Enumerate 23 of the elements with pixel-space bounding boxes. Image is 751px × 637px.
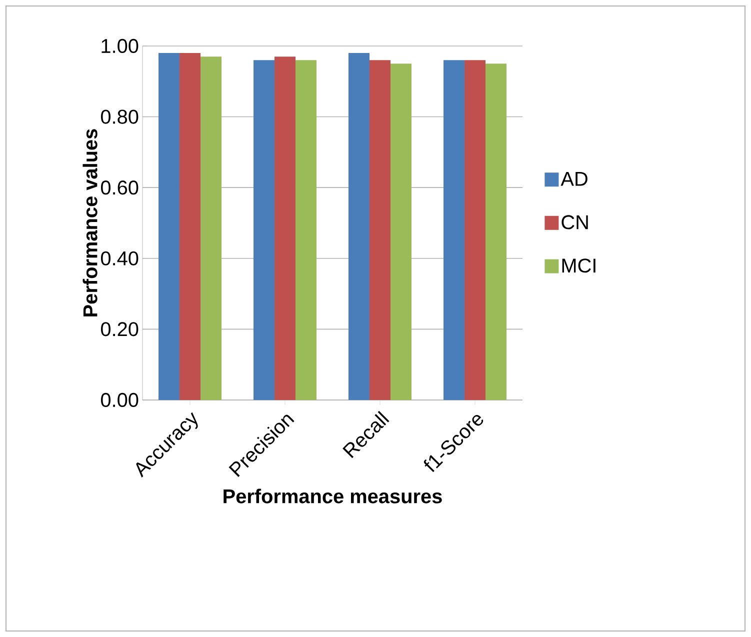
x-axis-title: Performance measures — [224, 488, 442, 504]
y-tick-label: 0.40 — [100, 251, 138, 266]
bar — [390, 64, 412, 400]
bar — [348, 53, 370, 400]
legend-label: CN — [562, 215, 588, 230]
bar — [296, 60, 317, 400]
y-tick-label: 0.00 — [100, 392, 138, 408]
legend-label: AD — [560, 172, 588, 186]
bar — [370, 60, 391, 400]
bar — [486, 64, 507, 400]
bar — [158, 53, 180, 400]
y-tick-label: 0.80 — [100, 110, 138, 124]
y-tick-label: 0.20 — [100, 322, 138, 336]
legend-label: MCI — [562, 258, 596, 273]
bar — [200, 56, 222, 400]
bar — [444, 60, 465, 400]
y-tick-label: 0.60 — [100, 180, 138, 195]
y-tick-label: 1.00 — [102, 38, 138, 54]
y-axis-title: Performance values — [82, 129, 98, 316]
bar — [180, 53, 201, 400]
bar — [464, 60, 486, 400]
bar — [254, 60, 275, 400]
bar — [274, 56, 296, 400]
